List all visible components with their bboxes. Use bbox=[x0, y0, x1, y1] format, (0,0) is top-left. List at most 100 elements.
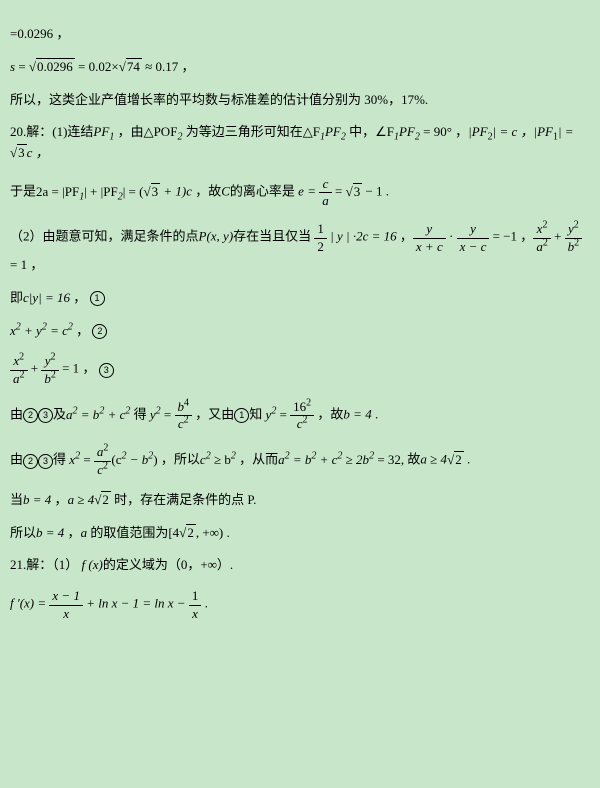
t: 得 bbox=[130, 407, 150, 422]
t: − 1 bbox=[362, 184, 382, 199]
t: 及 bbox=[53, 407, 66, 422]
t: 21.解：（1） bbox=[10, 557, 82, 572]
line2: s = 0.0296 = 0.02×74 ≈ 0.17 ， bbox=[10, 57, 590, 78]
t: 知 bbox=[249, 407, 265, 422]
y2b: y2 = bbox=[266, 407, 291, 422]
t: 当 bbox=[10, 492, 23, 507]
par: (c2 − b2) bbox=[111, 452, 160, 467]
fxm1x: x − 1x bbox=[49, 588, 83, 622]
c2b: 2 bbox=[23, 454, 38, 469]
t: 中， bbox=[346, 124, 375, 139]
line8: x2 + y2 = c2 ， 2 bbox=[10, 321, 590, 342]
sqrt4: 3 bbox=[143, 184, 160, 199]
line13: 所以b = 4 ，a 的取值范围为[42, +∞) . bbox=[10, 523, 590, 544]
t: ，故 bbox=[317, 407, 343, 422]
b4: b = 4 bbox=[343, 407, 375, 422]
t: 由 bbox=[10, 452, 23, 467]
tri1: △POF2 bbox=[144, 124, 183, 139]
ang: ∠F1PF2 = 90° ， bbox=[375, 124, 468, 139]
age: a ≥ 4 bbox=[68, 492, 95, 507]
t: 20.解：(1)连结 bbox=[10, 124, 93, 139]
t: （2）由题意可知，满足条件的点 bbox=[10, 229, 199, 244]
age: a ≥ 4 bbox=[420, 452, 447, 467]
x2: x2 = bbox=[69, 452, 94, 467]
sqrt2: 74 bbox=[119, 59, 142, 74]
fx: f (x) bbox=[82, 557, 103, 572]
t: 故 bbox=[407, 452, 420, 467]
t: | y | ·2c = 16 bbox=[327, 229, 400, 244]
line12: 当b = 4 ，a ≥ 42 时，存在满足条件的点 P. bbox=[10, 490, 590, 511]
abs1: |PF2| = c ，|PF1| = bbox=[468, 124, 573, 139]
tri2: △F1PF2 bbox=[303, 124, 346, 139]
t: 存在当且仅当 bbox=[233, 229, 314, 244]
t: = −1 bbox=[489, 229, 520, 244]
eq: c|y| = 16 bbox=[23, 290, 73, 305]
t: ， bbox=[30, 257, 43, 272]
int: [4 bbox=[168, 525, 179, 540]
line3: 所以，这类企业产值增长率的平均数与标准差的估计值分别为 30%，17%. bbox=[10, 90, 590, 111]
t: ， bbox=[520, 229, 533, 244]
t: = bbox=[332, 184, 346, 199]
c3b: 3 bbox=[38, 454, 53, 469]
t: 于是 bbox=[10, 184, 36, 199]
fb4c2: b4c2 bbox=[175, 399, 193, 433]
a2eq: a2 = b2 + c2 ≥ 2b2 = 32, bbox=[278, 452, 407, 467]
t: ，所以 bbox=[161, 452, 200, 467]
c3: 3 bbox=[38, 408, 53, 423]
fy2b2: y2b2 bbox=[565, 221, 583, 255]
pxy: P(x, y) bbox=[199, 229, 234, 244]
sqrt6: 2 bbox=[447, 452, 464, 467]
t: ≈ 0.17 ， bbox=[142, 59, 195, 74]
t: ， bbox=[76, 323, 89, 338]
line9: x2a2 + y2b2 = 1 ， 3 bbox=[10, 353, 590, 387]
t: ， bbox=[73, 290, 86, 305]
sqrt7: 2 bbox=[94, 492, 111, 507]
t: . bbox=[201, 596, 208, 611]
line10: 由23及a2 = b2 + c2 得 y2 = b4c2 ，又由1知 y2 = … bbox=[10, 399, 590, 433]
line15: f ′(x) = x − 1x + ln x − 1 = ln x − 1x . bbox=[10, 588, 590, 622]
y2: y2 = bbox=[150, 407, 175, 422]
line14: 21.解：（1） f (x)的定义域为（0，+∞）. bbox=[10, 555, 590, 576]
t: + 1)c bbox=[160, 184, 195, 199]
sqrt5: 3 bbox=[346, 184, 363, 199]
fx2a2: x2a2 bbox=[533, 221, 551, 255]
line11: 由23得 x2 = a2c2(c2 − b2) ，所以c2 ≥ b2 ，从而a2… bbox=[10, 444, 590, 478]
t: . bbox=[375, 407, 378, 422]
fy2: yx − c bbox=[457, 221, 490, 255]
sqrt3: 3 bbox=[10, 145, 27, 160]
t: ，由 bbox=[114, 124, 143, 139]
t: 由 bbox=[10, 407, 23, 422]
fy1: yx + c bbox=[413, 221, 446, 255]
circled-3: 3 bbox=[99, 363, 114, 378]
t: 时，存在满足条件的点 P. bbox=[111, 492, 257, 507]
eq: x2 + y2 = c2 bbox=[10, 323, 76, 338]
f1x: 1x bbox=[189, 588, 202, 622]
t: . bbox=[383, 184, 390, 199]
t: 得 bbox=[53, 452, 69, 467]
t: ， bbox=[68, 525, 81, 540]
sqrt1: 0.0296 bbox=[29, 59, 75, 74]
t: = 1 bbox=[59, 361, 83, 376]
t: . bbox=[223, 525, 230, 540]
sqrt8: 2 bbox=[179, 525, 196, 540]
t: ， bbox=[82, 361, 95, 376]
t: 的离心率是 bbox=[230, 184, 298, 199]
t: + bbox=[551, 229, 565, 244]
circled-2: 2 bbox=[92, 324, 107, 339]
t: ，从而 bbox=[239, 452, 278, 467]
line6: （2）由题意可知，满足条件的点P(x, y)存在当且仅当 12 | y | ·2… bbox=[10, 221, 590, 275]
t: · bbox=[446, 229, 457, 244]
t: = 0.02× bbox=[75, 59, 119, 74]
f12: 12 bbox=[314, 221, 327, 255]
t: C bbox=[221, 184, 230, 199]
b4: b = 4 bbox=[23, 492, 55, 507]
fa2c2: a2c2 bbox=[94, 444, 112, 478]
line4: 20.解：(1)连结PF1 ，由△POF2 为等边三角形可知在△F1PF2 中，… bbox=[10, 122, 590, 164]
t: ， bbox=[55, 492, 68, 507]
fx2a2b: x2a2 bbox=[10, 353, 28, 387]
t: ，故 bbox=[195, 184, 221, 199]
e: e = bbox=[298, 184, 319, 199]
t: + bbox=[28, 361, 42, 376]
t: 即 bbox=[10, 290, 23, 305]
t: , +∞) bbox=[196, 525, 223, 540]
